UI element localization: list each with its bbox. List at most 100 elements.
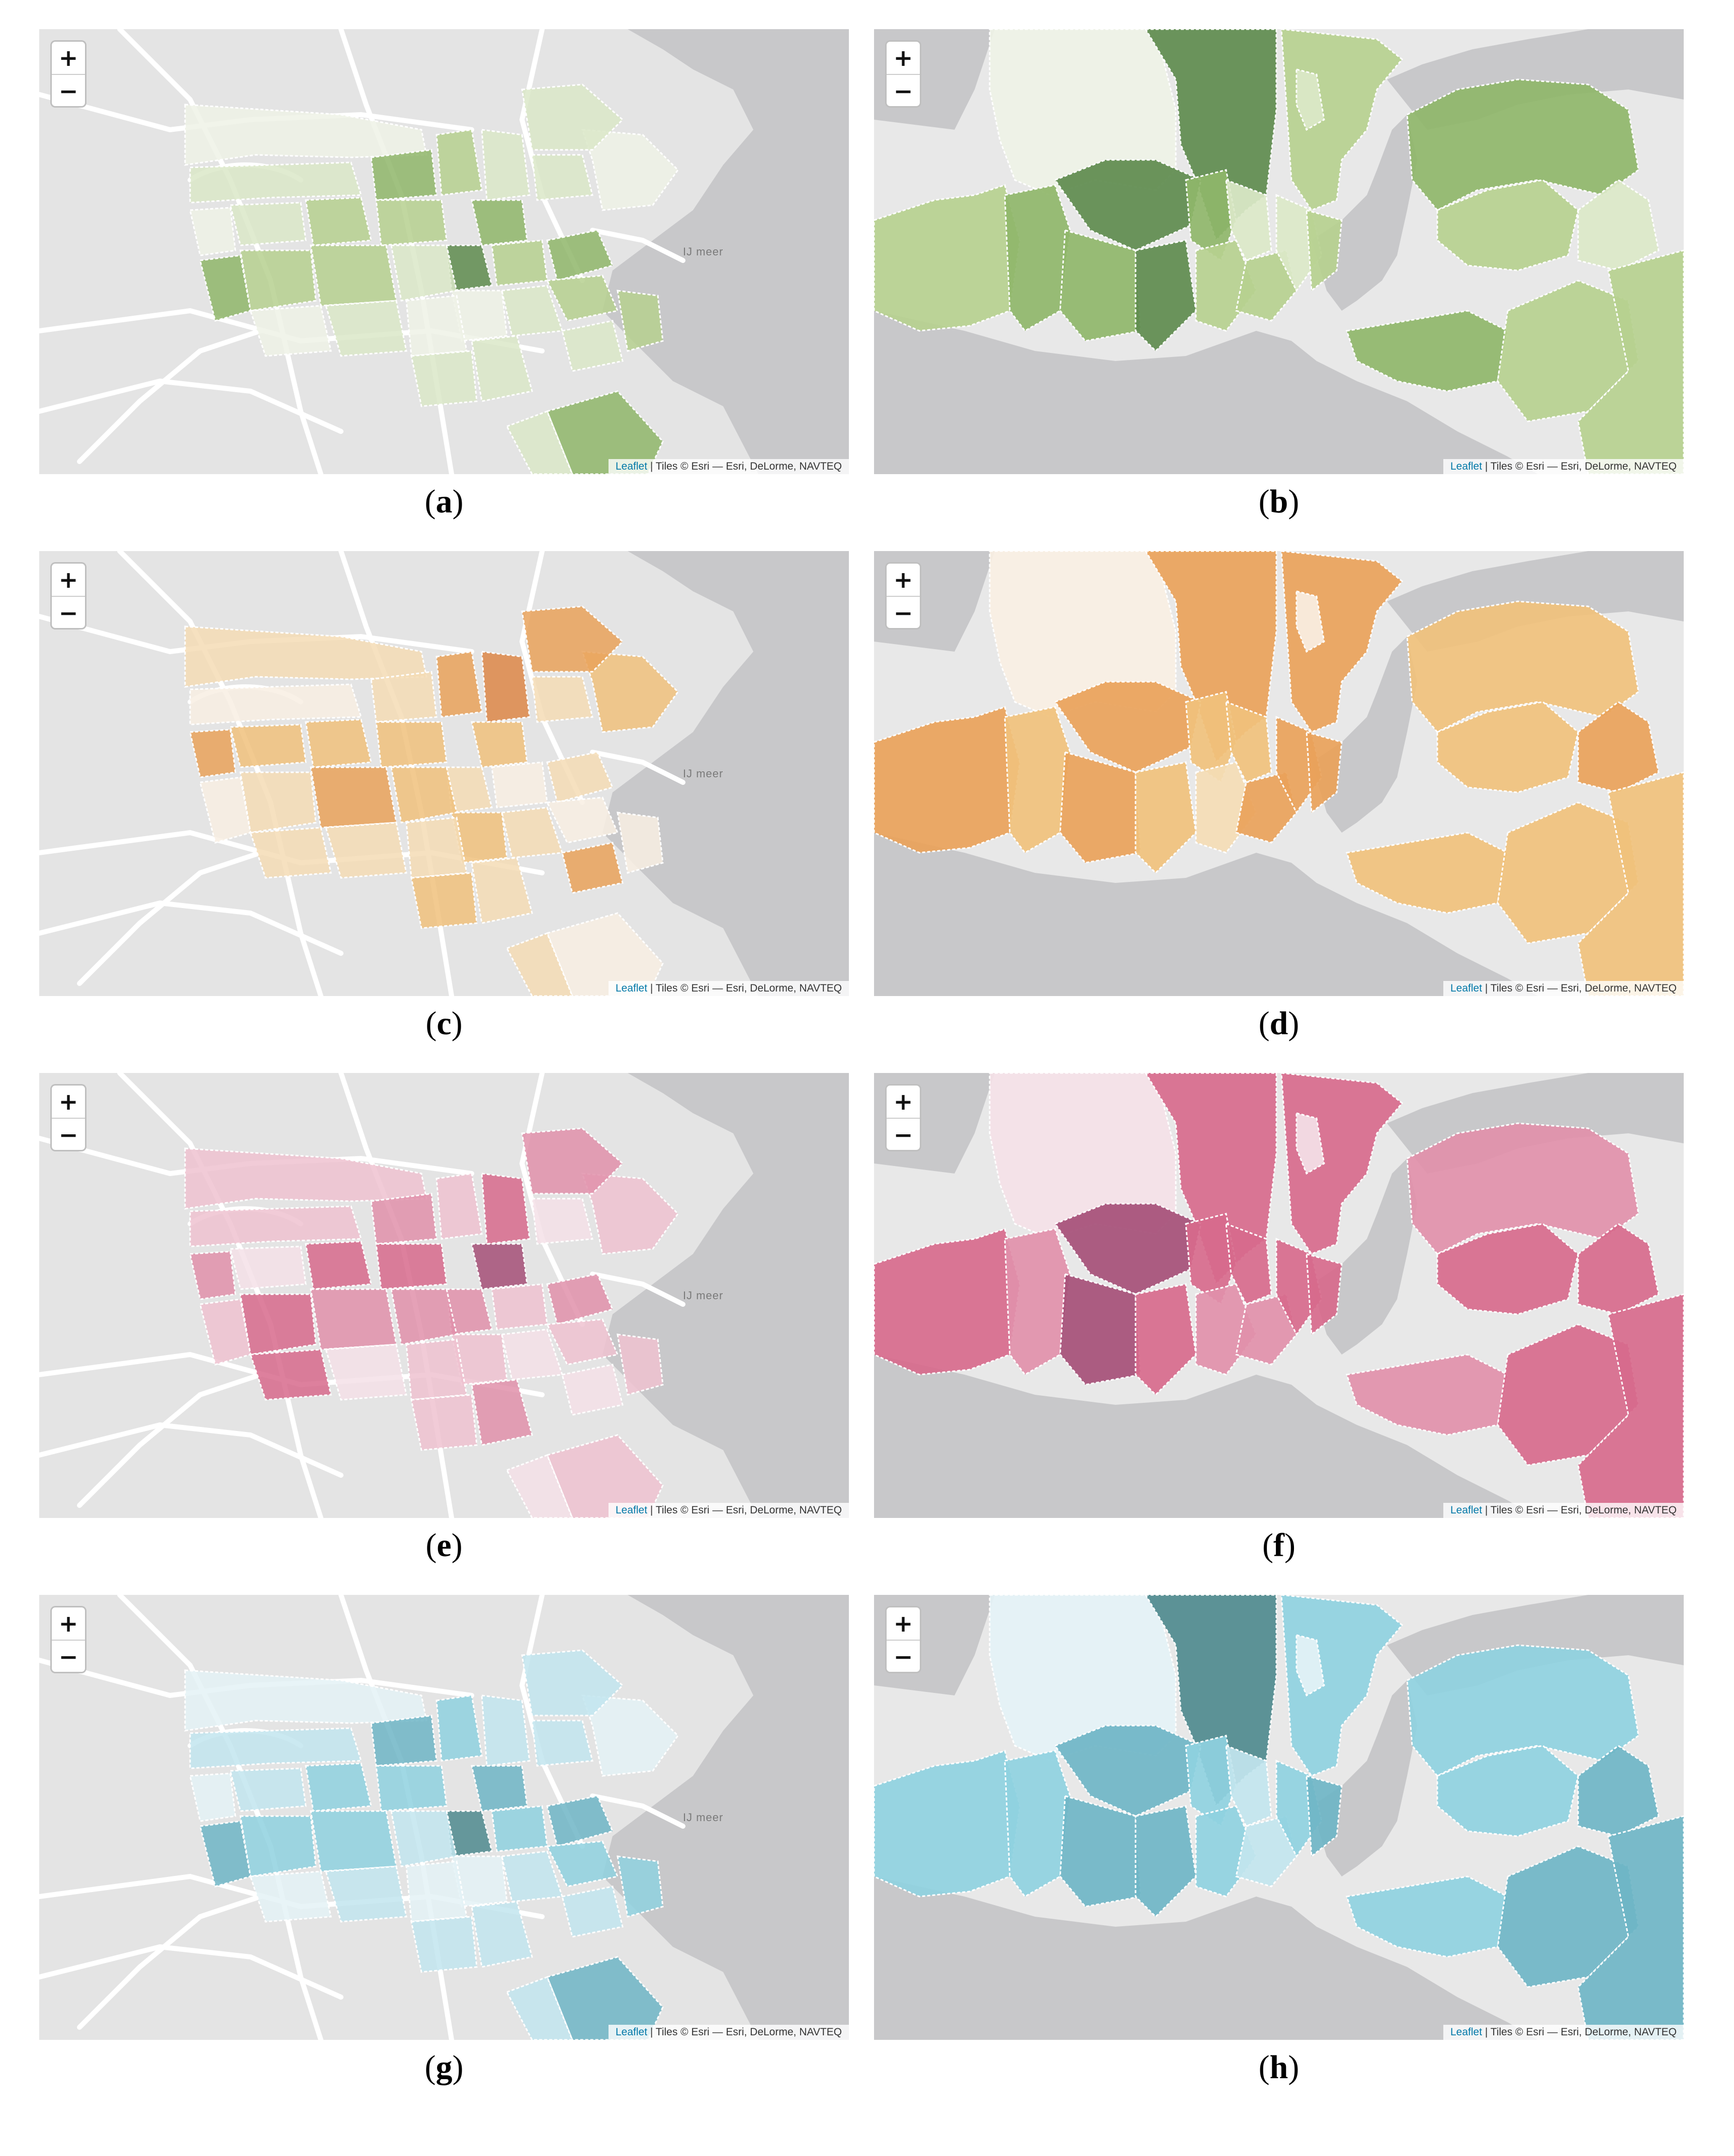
district-region[interactable] xyxy=(184,1147,427,1210)
map-panel-d[interactable]: + − Leaflet | Tiles © Esri — Esri, DeLorme… xyxy=(874,551,1684,996)
zoom-in-button[interactable]: + xyxy=(52,1086,85,1119)
leaflet-link[interactable]: Leaflet xyxy=(615,461,648,472)
map-canvas[interactable] xyxy=(874,1595,1684,2040)
district-region[interactable] xyxy=(410,1394,478,1451)
leaflet-link[interactable]: Leaflet xyxy=(615,2026,648,2038)
district-region[interactable] xyxy=(1004,706,1071,854)
district-region[interactable] xyxy=(1059,229,1142,342)
district-region[interactable] xyxy=(229,1767,307,1812)
district-region[interactable] xyxy=(249,1870,332,1923)
district-region[interactable] xyxy=(561,842,624,894)
map-panel-g[interactable]: IJ meer + − Leaflet | Tiles © Esri — Esri, … xyxy=(39,1595,849,2040)
district-region[interactable] xyxy=(1306,1252,1343,1336)
district-region[interactable] xyxy=(199,1820,251,1888)
zoom-out-button[interactable]: − xyxy=(58,77,78,105)
district-region[interactable] xyxy=(546,229,614,282)
district-region[interactable] xyxy=(305,1762,372,1812)
district-region[interactable] xyxy=(189,207,236,256)
district-region[interactable] xyxy=(189,1205,363,1247)
district-region[interactable] xyxy=(1235,249,1297,322)
district-region[interactable] xyxy=(481,1694,531,1767)
district-region[interactable] xyxy=(249,1349,332,1401)
district-region[interactable] xyxy=(184,625,427,688)
leaflet-link[interactable]: Leaflet xyxy=(1450,461,1483,472)
district-region[interactable] xyxy=(1577,249,1684,474)
district-region[interactable] xyxy=(481,651,531,723)
district-region[interactable] xyxy=(521,605,624,673)
district-region[interactable] xyxy=(189,1772,236,1822)
district-region[interactable] xyxy=(310,244,397,307)
district-region[interactable] xyxy=(375,1765,448,1812)
map-panel-h[interactable]: + − Leaflet | Tiles © Esri — Esri, DeLorme… xyxy=(874,1595,1684,2040)
district-region[interactable] xyxy=(1235,1293,1297,1366)
district-region[interactable] xyxy=(375,199,448,246)
district-region[interactable] xyxy=(199,776,251,844)
district-region[interactable] xyxy=(471,199,528,246)
district-region[interactable] xyxy=(325,1343,407,1401)
district-region[interactable] xyxy=(471,335,533,402)
district-region[interactable] xyxy=(184,104,427,166)
district-region[interactable] xyxy=(1436,179,1579,272)
district-region[interactable] xyxy=(1436,701,1579,793)
zoom-in-button[interactable]: + xyxy=(887,42,920,75)
map-canvas[interactable] xyxy=(39,551,849,996)
district-region[interactable] xyxy=(617,812,664,874)
district-region[interactable] xyxy=(189,161,363,204)
district-region[interactable] xyxy=(1306,1774,1343,1858)
zoom-in-button[interactable]: + xyxy=(887,1607,920,1641)
zoom-out-button[interactable]: − xyxy=(58,599,78,626)
district-region[interactable] xyxy=(405,817,468,879)
zoom-in-button[interactable]: + xyxy=(52,42,85,75)
district-region[interactable] xyxy=(1436,1745,1579,1837)
district-region[interactable] xyxy=(325,822,407,879)
district-region[interactable] xyxy=(561,320,624,372)
district-region[interactable] xyxy=(581,1694,679,1777)
district-region[interactable] xyxy=(370,149,438,201)
district-region[interactable] xyxy=(199,254,251,322)
district-region[interactable] xyxy=(370,1715,438,1767)
district-region[interactable] xyxy=(481,129,531,201)
district-region[interactable] xyxy=(1295,1112,1325,1175)
district-region[interactable] xyxy=(1135,761,1197,874)
district-region[interactable] xyxy=(1577,1815,1684,2040)
district-region[interactable] xyxy=(1577,1745,1660,1837)
district-region[interactable] xyxy=(249,305,332,357)
district-region[interactable] xyxy=(617,290,664,352)
district-region[interactable] xyxy=(325,1865,407,1923)
district-region[interactable] xyxy=(1577,701,1660,793)
zoom-out-button[interactable]: − xyxy=(893,1121,913,1148)
district-region[interactable] xyxy=(1225,700,1272,783)
district-region[interactable] xyxy=(390,244,458,302)
district-region[interactable] xyxy=(521,83,624,151)
district-region[interactable] xyxy=(325,300,407,357)
district-region[interactable] xyxy=(1225,178,1272,261)
district-region[interactable] xyxy=(410,1916,478,1973)
leaflet-link[interactable]: Leaflet xyxy=(615,1504,648,1516)
district-region[interactable] xyxy=(1577,771,1684,996)
district-region[interactable] xyxy=(1225,1744,1272,1827)
zoom-in-button[interactable]: + xyxy=(887,564,920,597)
district-region[interactable] xyxy=(1004,1228,1071,1376)
zoom-out-button[interactable]: − xyxy=(893,77,913,105)
zoom-in-button[interactable]: + xyxy=(52,1607,85,1641)
district-region[interactable] xyxy=(1295,1634,1325,1697)
district-region[interactable] xyxy=(249,827,332,879)
district-region[interactable] xyxy=(410,350,478,407)
map-canvas[interactable] xyxy=(874,1073,1684,1518)
district-region[interactable] xyxy=(505,1976,573,2040)
district-region[interactable] xyxy=(1577,1223,1660,1315)
zoom-out-button[interactable]: − xyxy=(893,599,913,626)
district-region[interactable] xyxy=(1235,771,1297,844)
district-region[interactable] xyxy=(239,1293,317,1356)
district-region[interactable] xyxy=(375,721,448,768)
zoom-in-button[interactable]: + xyxy=(887,1086,920,1119)
district-region[interactable] xyxy=(491,239,548,287)
district-region[interactable] xyxy=(189,683,363,726)
district-region[interactable] xyxy=(410,872,478,929)
district-region[interactable] xyxy=(229,202,307,246)
district-region[interactable] xyxy=(390,766,458,824)
district-region[interactable] xyxy=(1295,590,1325,653)
district-region[interactable] xyxy=(521,1127,624,1195)
district-region[interactable] xyxy=(184,1669,427,1732)
district-region[interactable] xyxy=(405,1860,468,1923)
